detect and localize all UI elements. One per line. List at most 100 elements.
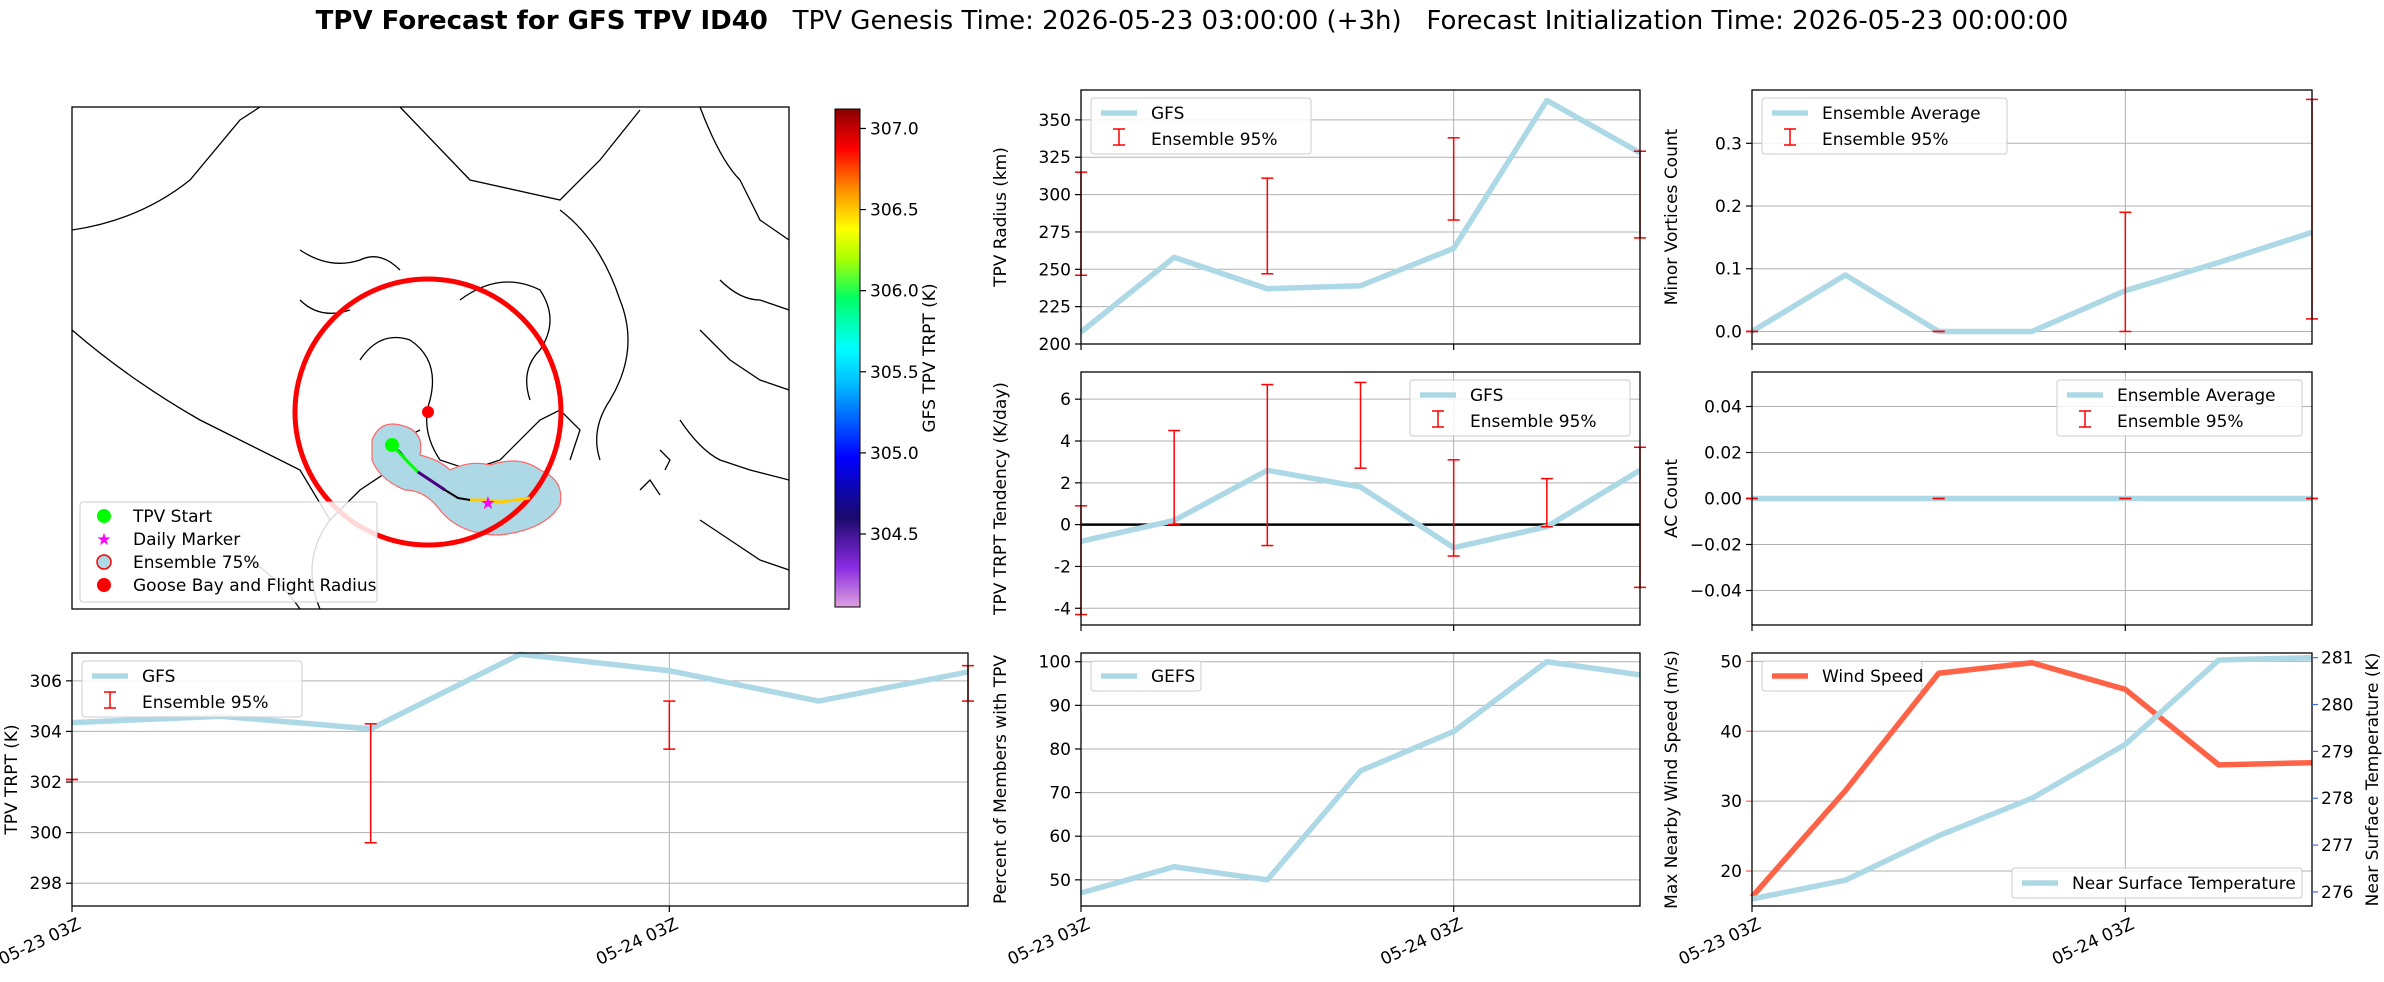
coastline (699, 519, 789, 571)
series-line (1080, 467, 1642, 551)
y-tick-label: 0.00 (1704, 490, 1742, 510)
x-tick-label: 05-24 03Z (1377, 914, 1465, 969)
flight-radius-circle (292, 276, 564, 548)
y-tick-label: 70 (1049, 784, 1071, 804)
x-tick-label: 05-24 03Z (2049, 914, 2137, 969)
y-tick-label: 2 (1060, 474, 1071, 494)
y-tick-label: 350 (1039, 111, 1071, 131)
chart-trpt: 298 300 302 304 306 TPV TRPT (K) 05-23 03Z 05-2… (0, 651, 974, 970)
legend: Ensemble Average Ensemble 95% (2056, 379, 2303, 437)
y-tick-label: 0.0 (1715, 322, 1742, 342)
legend-goose-bay: Goose Bay and Flight Radius (133, 576, 377, 596)
map-panel: ★ 307.0 306.5 306.0 305.5 305.0 304.5 GFS TPV… (71, 106, 940, 610)
legend-label: Near Surface Temperature (2072, 874, 2296, 894)
x-tick-label: 05-23 03Z (1005, 914, 1093, 969)
tpv-track-color (470, 496, 531, 504)
y-tick-label: 40 (1720, 722, 1742, 742)
colorbar-label: GFS TPV TRPT (K) (920, 283, 940, 432)
colorbar-ticks: 307.0 306.5 306.0 305.5 305.0 304.5 (860, 119, 919, 545)
coastline (459, 281, 551, 401)
y-tick-label: 0.02 (1704, 444, 1742, 464)
y2-tick-label: 280 (2321, 696, 2353, 716)
y-tick-label: 300 (30, 824, 62, 844)
y-axis-label: TPV TRPT (K) (2, 724, 22, 835)
title-bold: TPV Forecast for GFS TPV ID40 (315, 6, 768, 36)
series-line (1750, 229, 2313, 335)
y2-axis-label: Near Surface Temperature (K) (2363, 653, 2383, 907)
legend-label: Ensemble Average (2117, 386, 2276, 406)
y-tick-label: 325 (1039, 148, 1071, 168)
ensemble-75-area (371, 423, 562, 536)
coastline (699, 329, 789, 391)
legend-label: GFS (142, 667, 175, 687)
series-line (1079, 97, 1642, 335)
map-frame (71, 106, 790, 610)
y-axis-label: Percent of Members with TPV (991, 655, 1011, 904)
y-tick-label: 100 (1039, 653, 1071, 673)
legend-box (1409, 379, 1631, 437)
y-tick-label: -2 (1054, 557, 1071, 577)
daily-marker: ★ (480, 493, 496, 514)
series-line (1080, 658, 1641, 896)
legend: GFS Ensemble 95% (81, 660, 303, 718)
y-tick-label: 200 (1039, 335, 1071, 355)
colorbar-tick-label: 305.0 (870, 444, 919, 464)
chart-ac: −0.04 −0.02 0.00 0.02 0.04 AC Count Ensemble A… (1662, 371, 2318, 631)
y-tick-label: 302 (30, 773, 62, 793)
y2-tick-label: 279 (2321, 742, 2353, 762)
y-tick-label: 50 (1720, 652, 1742, 672)
y-tick-label: 6 (1060, 390, 1071, 410)
y-tick-label: 306 (30, 672, 62, 692)
legend-box (81, 660, 303, 718)
title-rest: TPV Genesis Time: 2026-05-23 03:00:00 (+… (767, 6, 2069, 36)
y-tick-label: 60 (1049, 827, 1071, 847)
legend-box (2011, 867, 2303, 899)
axes-frame (1751, 371, 2313, 626)
legend-box (1761, 660, 1923, 692)
tpv-track-color (417, 470, 446, 492)
legend: GFS Ensemble 95% (1090, 97, 1312, 155)
svg-text:★: ★ (96, 530, 111, 550)
legend-daily-marker: Daily Marker (133, 530, 240, 550)
coastline (359, 336, 501, 471)
axes-frame (1751, 89, 2313, 345)
legend-label: Ensemble 95% (1470, 412, 1597, 432)
colorbar-tick-label: 304.5 (870, 525, 919, 545)
y-tick-label: 0.2 (1715, 197, 1742, 217)
legend-label: Ensemble 95% (1822, 130, 1949, 150)
axes-frame (71, 652, 969, 907)
colorbar (834, 108, 861, 608)
legend-label: GEFS (1151, 667, 1195, 687)
series-line (1749, 660, 2313, 899)
coastline (639, 478, 661, 496)
y-tick-label: -4 (1054, 599, 1071, 619)
legend: Ensemble Average Ensemble 95% (1761, 97, 2008, 155)
y-axis-label: AC Count (1662, 459, 1682, 538)
chart-tendency: -4 -2 0 2 4 6 TPV TRPT Tendency (K/day) GFS Ense… (991, 371, 1646, 631)
legend-box (1090, 660, 1202, 692)
y-tick-label: 80 (1049, 740, 1071, 760)
y2-tick-label: 281 (2321, 649, 2353, 669)
coastline (719, 279, 789, 311)
coastline (72, 107, 261, 231)
y-tick-label: 0.3 (1715, 134, 1742, 154)
chart-wind: 20 30 40 50 Max Nearby Wind Speed (m/s) 276 27… (1662, 649, 2383, 970)
y-axis-label: TPV TRPT Tendency (K/day) (991, 382, 1011, 616)
y-tick-label: 304 (30, 722, 62, 742)
tpv-track-color (390, 443, 420, 474)
y-tick-label: 90 (1049, 696, 1071, 716)
y-tick-label: −0.04 (1690, 582, 1742, 602)
y-tick-label: 300 (1039, 186, 1071, 206)
coastline (299, 299, 351, 314)
figure-title: TPV Forecast for GFS TPV ID40 TPV Genesi… (0, 6, 2384, 36)
y-tick-label: 0.1 (1715, 260, 1742, 280)
y2-tick-label: 276 (2321, 883, 2353, 903)
legend-label: Ensemble Average (1822, 104, 1981, 124)
x-tick-label: 05-23 03Z (0, 914, 84, 969)
x-tick-label: 05-24 03Z (593, 914, 681, 969)
legend: GEFS (1090, 660, 1202, 692)
coastline (499, 409, 581, 461)
legend-label: GFS (1470, 386, 1503, 406)
coastline (699, 107, 789, 241)
legend-box (1090, 97, 1312, 155)
